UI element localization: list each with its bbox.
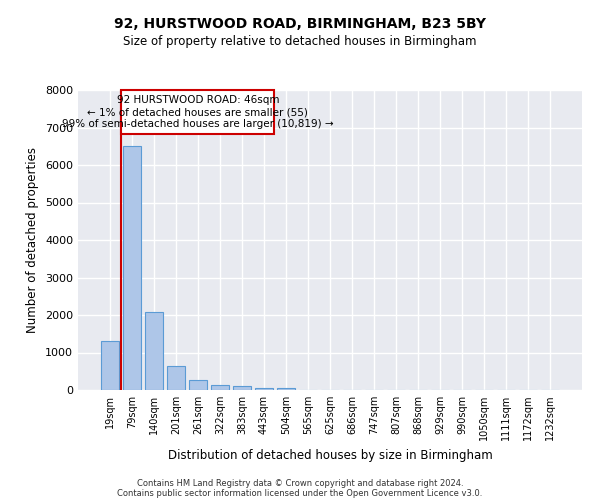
Text: Contains HM Land Registry data © Crown copyright and database right 2024.: Contains HM Land Registry data © Crown c… [137,478,463,488]
X-axis label: Distribution of detached houses by size in Birmingham: Distribution of detached houses by size … [167,448,493,462]
Text: ← 1% of detached houses are smaller (55): ← 1% of detached houses are smaller (55) [88,107,308,117]
Text: 92, HURSTWOOD ROAD, BIRMINGHAM, B23 5BY: 92, HURSTWOOD ROAD, BIRMINGHAM, B23 5BY [114,18,486,32]
FancyBboxPatch shape [121,90,274,134]
Text: 92 HURSTWOOD ROAD: 46sqm: 92 HURSTWOOD ROAD: 46sqm [116,95,279,105]
Text: Contains public sector information licensed under the Open Government Licence v3: Contains public sector information licen… [118,488,482,498]
Bar [167,366,185,390]
Text: 99% of semi-detached houses are larger (10,819) →: 99% of semi-detached houses are larger (… [62,120,334,130]
Bar [211,385,229,390]
Bar [145,312,163,390]
Bar [189,380,206,390]
Y-axis label: Number of detached properties: Number of detached properties [26,147,40,333]
Bar [101,341,119,390]
Text: Size of property relative to detached houses in Birmingham: Size of property relative to detached ho… [123,35,477,48]
Bar [233,386,251,390]
Bar [277,388,295,390]
Bar [123,146,140,390]
Bar [255,388,273,390]
